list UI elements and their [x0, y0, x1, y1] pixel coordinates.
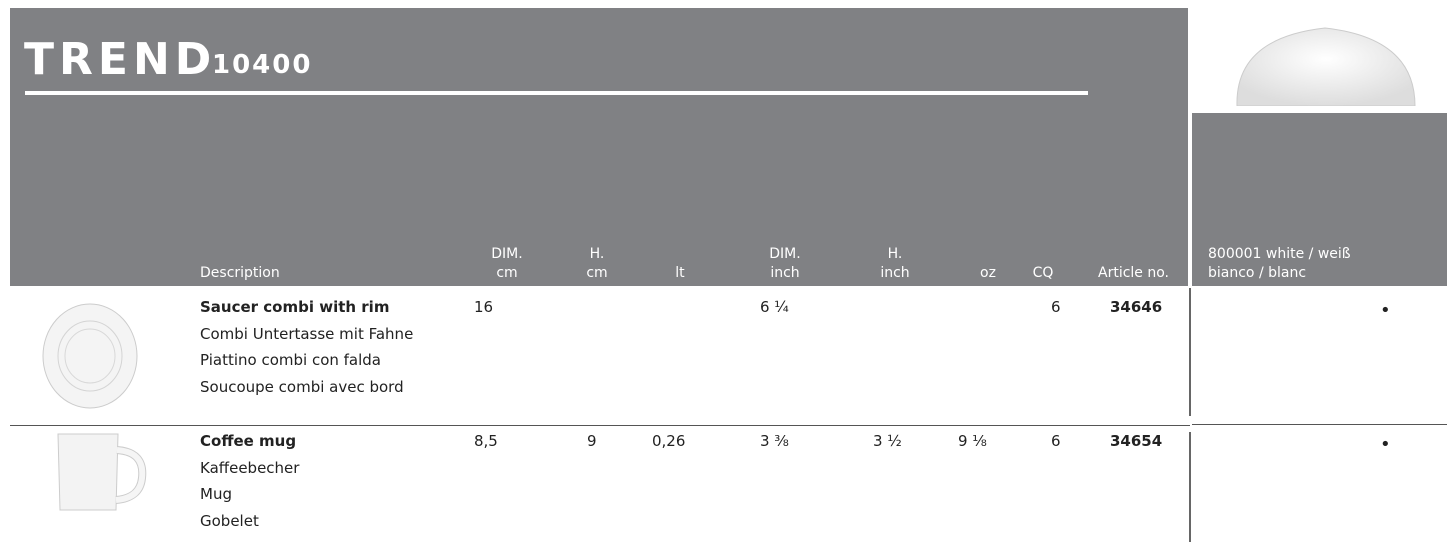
description: Kaffeebecher — [200, 458, 300, 477]
description: Mug — [200, 485, 232, 503]
column-header: H. — [887, 246, 903, 262]
article-number: 34654 — [1110, 432, 1163, 450]
mug-image — [57, 433, 147, 511]
header-band — [10, 8, 1188, 286]
column-header: oz — [980, 265, 996, 281]
value-cell: 9 ⅛ — [958, 432, 987, 450]
color-header: bianco / blanc — [1208, 265, 1307, 281]
value-cell: 3 ½ — [873, 432, 902, 450]
description: Gobelet — [200, 511, 259, 530]
plate-image — [1236, 27, 1416, 106]
value-cell: 16 — [474, 298, 494, 316]
title: TREND — [24, 34, 217, 85]
availability-mark: • — [1380, 434, 1391, 455]
column-header: inch — [880, 265, 910, 281]
column-header: Description — [200, 265, 280, 281]
column-header: DIM. — [769, 246, 801, 262]
description: Piattino combi con falda — [200, 351, 382, 369]
series-number: 10400 — [212, 50, 313, 80]
column-header: Article no. — [1098, 265, 1170, 281]
value-cell: 6 — [1051, 298, 1061, 316]
column-divider — [1189, 288, 1191, 416]
description: Combi Untertasse mit Fahne — [200, 324, 414, 343]
saucer-image — [42, 303, 138, 409]
row-separator — [10, 425, 1190, 426]
value-cell: 8,5 — [474, 432, 498, 450]
availability-mark: • — [1380, 300, 1391, 321]
product-name: Coffee mug — [200, 432, 297, 450]
title-rule — [25, 91, 1088, 95]
row-separator — [1192, 424, 1447, 425]
header-band-right — [1192, 113, 1447, 286]
article-number: 34646 — [1110, 298, 1163, 316]
description: Soucoupe combi avec bord — [200, 377, 404, 396]
column-divider — [1189, 432, 1191, 542]
column-header: inch — [770, 265, 800, 281]
column-header: lt — [675, 265, 685, 281]
value-cell: 6 ¼ — [760, 298, 789, 316]
value-cell: 9 — [587, 432, 597, 450]
product-name: Saucer combi with rim — [200, 298, 390, 316]
color-header: 800001 white / weiß — [1208, 246, 1351, 262]
column-header: cm — [586, 265, 608, 281]
column-header: H. — [589, 246, 605, 262]
column-header: CQ — [1032, 265, 1054, 281]
value-cell: 0,26 — [652, 432, 686, 450]
column-header: cm — [496, 265, 518, 281]
value-cell: 3 ⅜ — [760, 432, 789, 450]
value-cell: 6 — [1051, 432, 1061, 450]
column-header: DIM. — [491, 246, 523, 262]
